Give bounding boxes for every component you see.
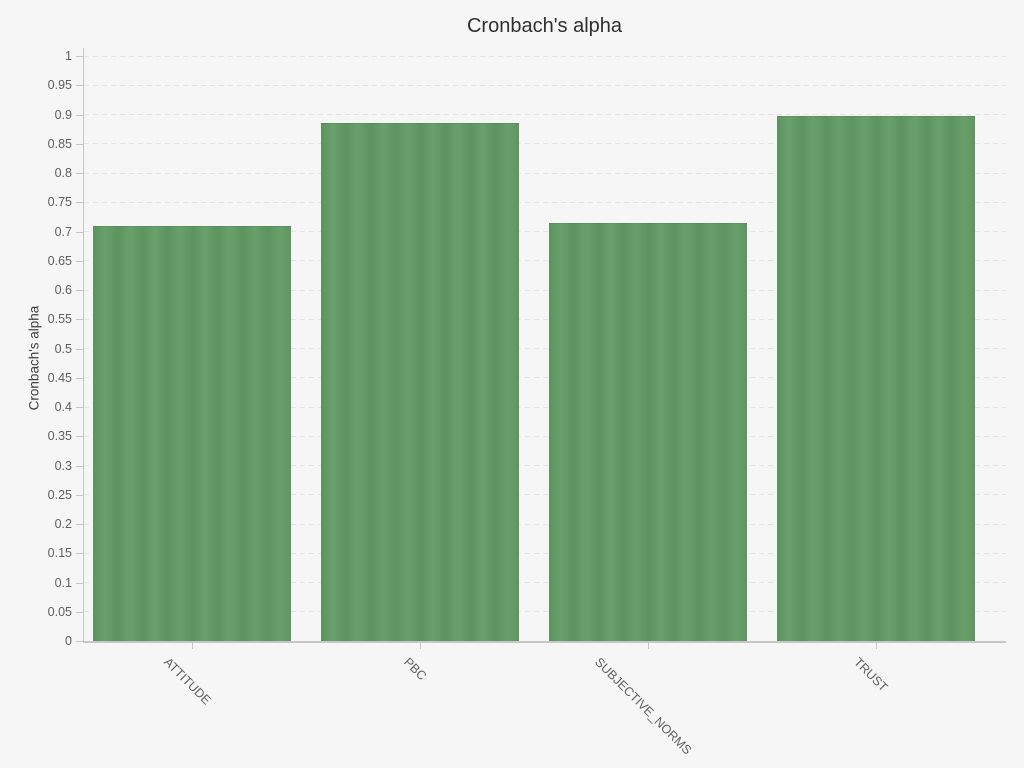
bar-attitude — [93, 225, 291, 642]
y-axis-tick — [76, 348, 84, 350]
y-axis-tick-label: 0.4 — [54, 400, 72, 414]
y-axis-tick-label: 0.35 — [47, 429, 72, 444]
y-axis-tick — [76, 524, 84, 525]
y-gridline — [84, 318, 1006, 320]
y-axis-tick-label: 0.75 — [47, 195, 72, 210]
y-gridline — [84, 435, 1006, 437]
y-axis-tick-label: 0.55 — [47, 312, 72, 327]
x-axis-tick-label: TRUST — [851, 655, 891, 695]
y-axis-tick — [76, 143, 84, 145]
y-gridline — [84, 406, 1006, 408]
x-axis-tick — [420, 642, 421, 649]
y-axis-tick — [76, 436, 84, 438]
y-axis-tick-label: 0.2 — [54, 517, 72, 531]
y-axis-tick-label: 0.6 — [54, 283, 72, 297]
y-gridline — [84, 84, 1006, 86]
y-axis-tick — [76, 582, 84, 584]
y-gridline — [84, 523, 1006, 525]
y-axis-tick — [76, 290, 84, 291]
y-axis-line — [83, 48, 84, 642]
y-gridline — [84, 348, 1006, 349]
y-axis-tick-label: 0.9 — [54, 107, 72, 122]
x-axis-tick — [192, 642, 193, 649]
y-gridline — [84, 114, 1006, 115]
x-axis-tick-label: ATTITUDE — [160, 655, 214, 708]
y-gridline — [84, 260, 1006, 262]
y-axis-tick-label: 0.7 — [54, 224, 72, 239]
y-axis-tick-label: 0.25 — [47, 487, 72, 502]
y-gridline — [84, 611, 1006, 613]
y-axis-tick-label: 0.1 — [54, 575, 72, 590]
y-axis-tick — [76, 202, 84, 204]
y-axis-tick-label: 0.65 — [47, 253, 72, 268]
y-axis-tick — [76, 611, 84, 613]
x-axis-tick-label: SUBJECTIVE_NORMS — [591, 655, 695, 758]
y-axis-tick — [76, 260, 84, 262]
y-axis-tick-label: 0.5 — [54, 341, 72, 356]
x-axis-tick — [648, 642, 649, 649]
y-gridline — [84, 582, 1006, 583]
y-axis-tick — [76, 173, 84, 174]
y-axis-tick-label: 0 — [65, 634, 72, 648]
chart-title: Cronbach's alpha — [466, 15, 623, 37]
y-axis-tick — [76, 641, 84, 642]
y-axis-tick — [76, 56, 84, 57]
y-axis-tick — [76, 465, 84, 467]
y-axis-tick — [76, 231, 84, 233]
y-gridline — [84, 377, 1006, 379]
y-axis-tick — [76, 553, 84, 555]
y-gridline — [84, 172, 1006, 174]
y-axis-tick — [76, 494, 84, 496]
y-axis-tick-label: 1 — [65, 49, 72, 63]
y-gridline — [84, 289, 1006, 291]
x-axis-tick-label: PBC — [400, 655, 429, 684]
y-axis-tick — [76, 377, 84, 379]
y-axis-tick-label: 0.05 — [47, 604, 72, 619]
x-axis-tick — [876, 642, 877, 649]
y-axis-tick — [76, 407, 84, 408]
y-gridline — [84, 143, 1006, 145]
x-axis-line — [83, 641, 1006, 643]
bar-pbc — [321, 123, 519, 642]
y-axis-tick-label: 0.15 — [47, 546, 72, 561]
y-axis-tick-label: 0.3 — [54, 458, 72, 473]
y-axis-tick — [76, 319, 84, 321]
y-axis-tick-label: 0.8 — [54, 166, 72, 180]
y-gridline — [84, 465, 1006, 466]
y-gridline — [84, 552, 1006, 554]
y-gridline — [84, 231, 1006, 232]
bar-subjective_norms — [549, 222, 747, 642]
y-gridline — [84, 494, 1006, 496]
y-axis-tick-label: 0.95 — [47, 78, 72, 93]
y-gridline — [84, 201, 1006, 203]
y-axis-tick-label: 0.45 — [47, 370, 72, 385]
y-axis-tick — [76, 85, 84, 87]
bar-trust — [777, 115, 975, 642]
y-gridline — [84, 55, 1006, 57]
y-axis-tick-label: 0.85 — [47, 136, 72, 151]
y-axis-tick — [76, 114, 84, 116]
